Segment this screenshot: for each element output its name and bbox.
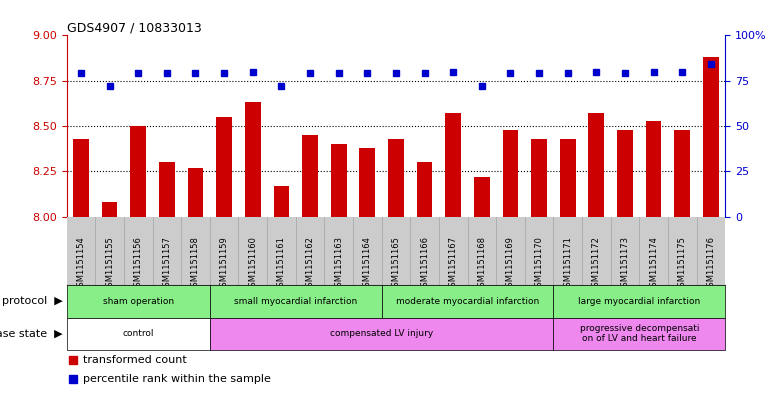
Bar xyxy=(274,186,289,217)
Bar xyxy=(674,130,690,217)
Bar xyxy=(130,126,146,217)
Bar xyxy=(331,144,347,217)
Text: transformed count: transformed count xyxy=(83,354,187,365)
Text: protocol  ▶: protocol ▶ xyxy=(2,296,63,307)
Text: percentile rank within the sample: percentile rank within the sample xyxy=(83,374,271,384)
Bar xyxy=(416,162,433,217)
Text: control: control xyxy=(122,329,154,338)
Bar xyxy=(210,318,554,350)
Text: small myocardial infarction: small myocardial infarction xyxy=(234,297,358,306)
Text: disease state  ▶: disease state ▶ xyxy=(0,329,63,339)
Bar xyxy=(503,130,518,217)
Bar xyxy=(474,177,490,217)
Bar xyxy=(589,113,604,217)
Text: compensated LV injury: compensated LV injury xyxy=(330,329,434,338)
Bar xyxy=(554,318,725,350)
Bar xyxy=(216,117,232,217)
Bar xyxy=(532,139,547,217)
Bar xyxy=(646,121,662,217)
Bar xyxy=(560,139,575,217)
Bar xyxy=(554,285,725,318)
Text: large myocardial infarction: large myocardial infarction xyxy=(578,297,700,306)
Text: moderate myocardial infarction: moderate myocardial infarction xyxy=(396,297,539,306)
Text: sham operation: sham operation xyxy=(103,297,174,306)
Bar xyxy=(445,113,461,217)
Bar xyxy=(382,285,554,318)
Bar xyxy=(617,130,633,217)
Bar xyxy=(388,139,404,217)
Text: progressive decompensati
on of LV and heart failure: progressive decompensati on of LV and he… xyxy=(579,324,699,343)
Bar xyxy=(359,148,376,217)
Bar xyxy=(245,103,260,217)
Bar xyxy=(73,139,89,217)
Bar xyxy=(210,285,382,318)
Text: GDS4907 / 10833013: GDS4907 / 10833013 xyxy=(67,21,201,34)
Bar xyxy=(302,135,318,217)
Bar xyxy=(159,162,175,217)
Bar xyxy=(187,168,203,217)
Bar xyxy=(67,318,210,350)
Bar xyxy=(703,57,719,217)
Bar xyxy=(67,285,210,318)
Bar xyxy=(102,202,118,217)
